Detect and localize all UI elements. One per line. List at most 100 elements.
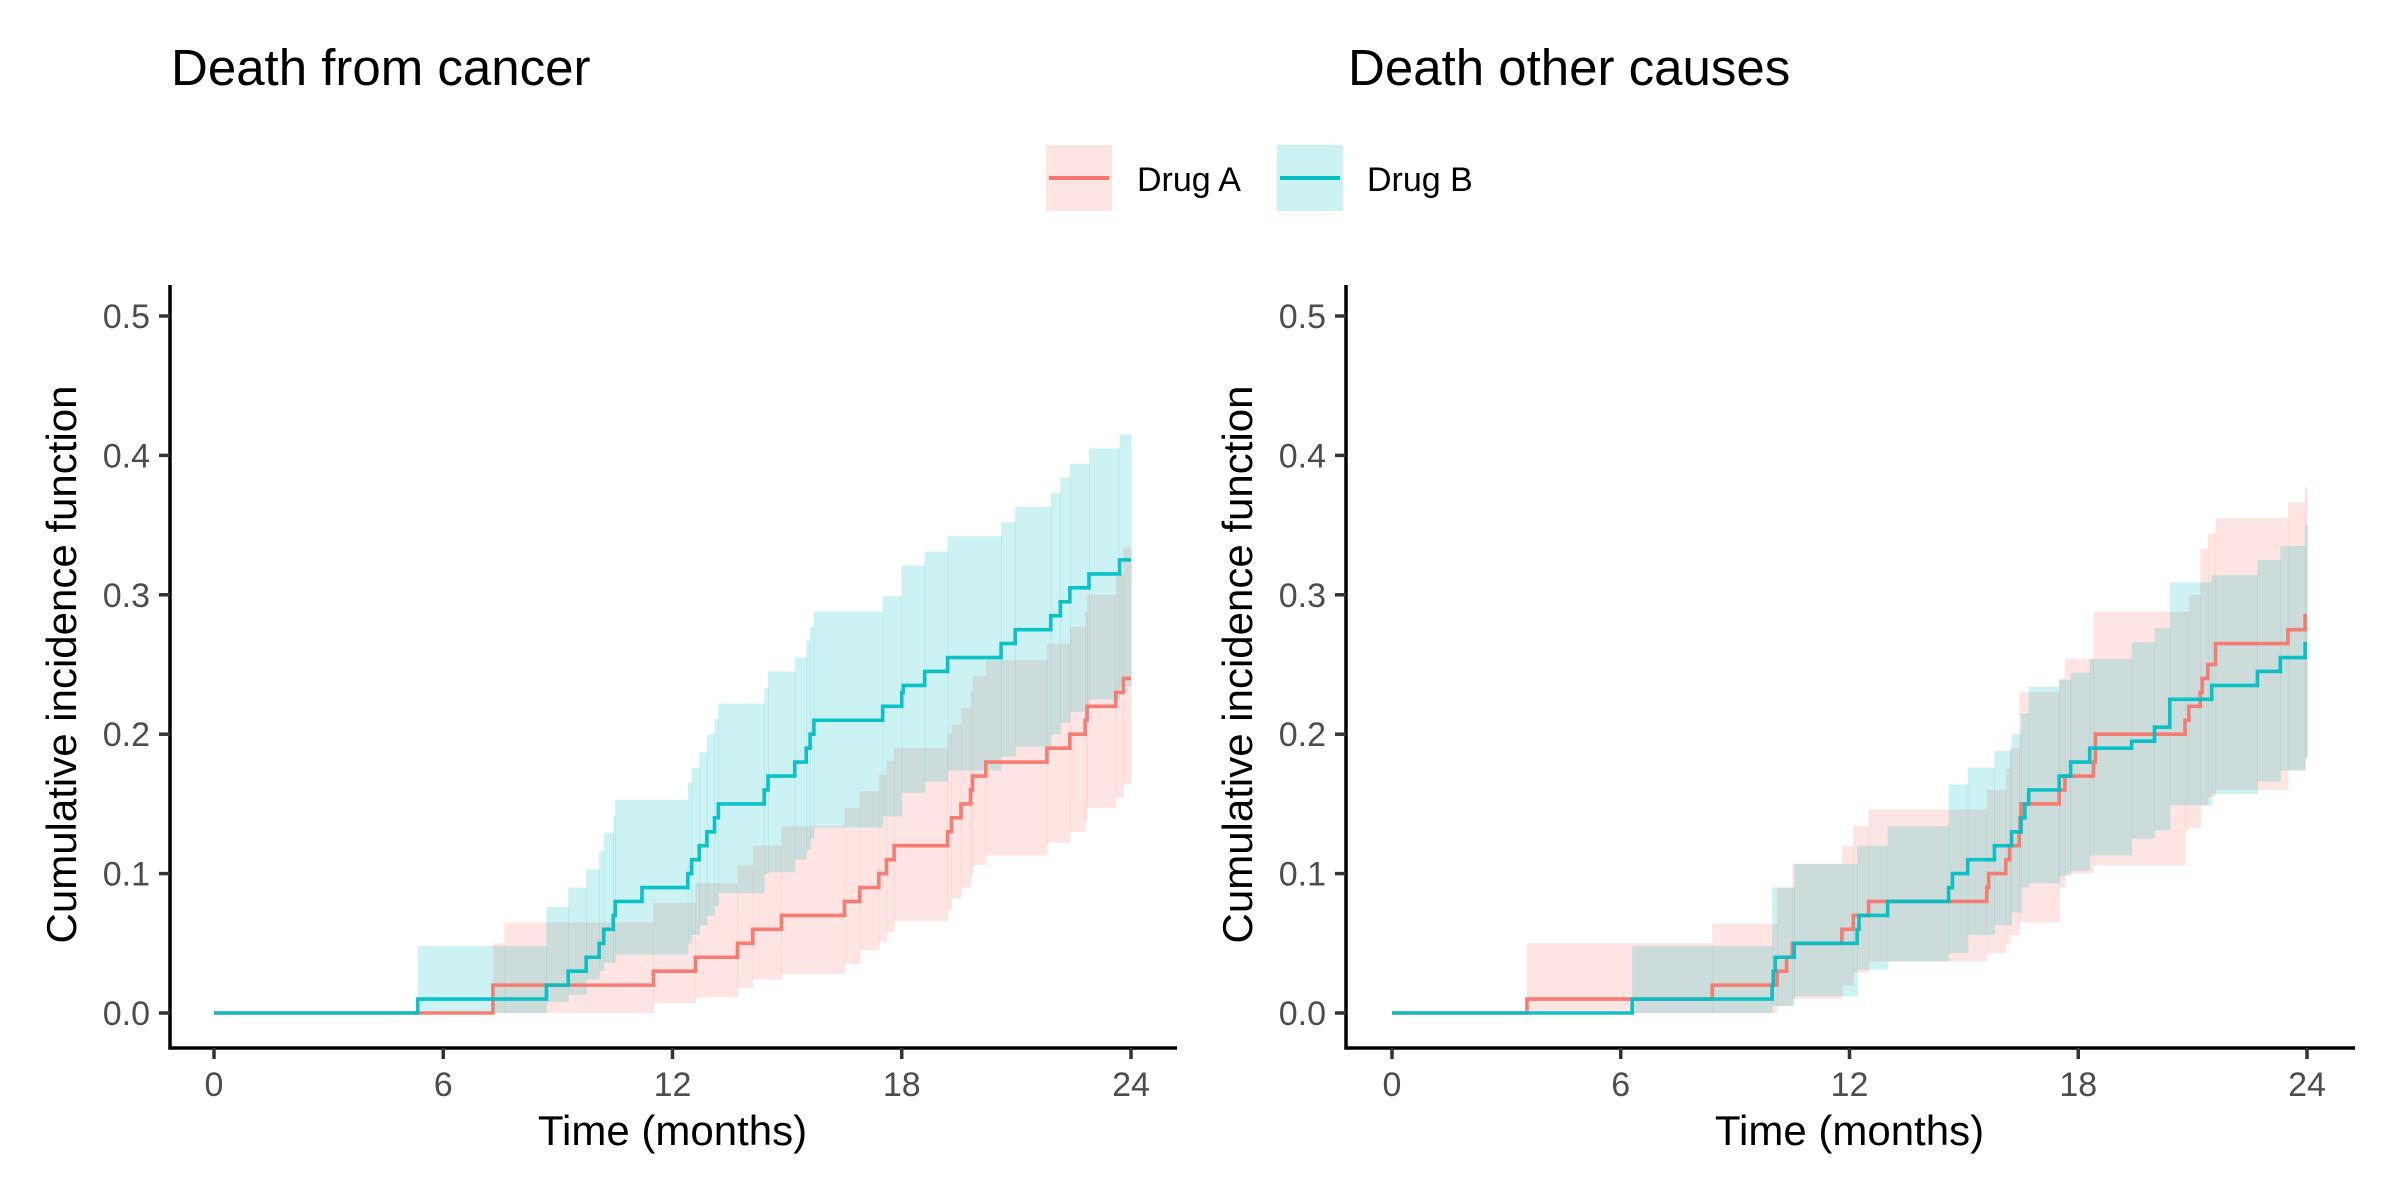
confidence-bands	[1526, 487, 2308, 1013]
x-tick-label: 18	[883, 1066, 921, 1104]
ci-segment	[737, 865, 754, 988]
ci-segment	[1777, 887, 1793, 1007]
ci-segment	[1526, 943, 1713, 1013]
ci-segment	[2287, 502, 2306, 771]
ci-segment	[546, 907, 569, 1002]
panel-death-from-cancer: 0.0 0.1 0.2 0.3 0.4 0.5 0 6 12 18 24 Time (months) C…	[38, 285, 1177, 1154]
x-tick-label: 24	[2288, 1066, 2326, 1104]
ci-segment	[1792, 863, 1843, 1000]
ci-segment	[1857, 845, 1889, 970]
ci-segment	[691, 767, 700, 935]
x-tick-label: 0	[205, 1066, 224, 1104]
step-line-drug-a	[214, 676, 1131, 1015]
confidence-bands	[417, 434, 1132, 1013]
y-tick-label: 0.0	[1279, 995, 1326, 1033]
ci-segment	[2021, 713, 2030, 888]
ci-segment	[1050, 493, 1061, 735]
legend-item-drug-b: Drug B	[1277, 145, 1473, 211]
ci-band-drug-a	[492, 547, 1132, 1013]
x-tick-label: 0	[1383, 1066, 1402, 1104]
ci-segment	[2093, 611, 2186, 866]
x-tick-label: 18	[2059, 1066, 2097, 1104]
y-tick-label: 0.5	[1279, 298, 1326, 336]
ci-segment	[972, 675, 987, 866]
ci-segment	[859, 791, 880, 951]
ci-segment	[2154, 628, 2171, 831]
ci-segment	[568, 887, 587, 995]
y-tick-label: 0.2	[1279, 716, 1326, 754]
ci-segment	[695, 883, 739, 998]
y-tick-label: 0.4	[1279, 437, 1326, 475]
panel-title-left: Death from cancer	[171, 39, 591, 96]
x-tick-label: 6	[434, 1066, 453, 1104]
ci-segment	[718, 703, 765, 894]
ci-segment	[613, 816, 616, 963]
ci-segment	[985, 660, 1048, 856]
ci-segment	[947, 536, 1002, 771]
ci-segment	[1046, 643, 1071, 843]
ci-segment	[2028, 686, 2060, 884]
ci-segment	[794, 657, 807, 860]
y-tick-label: 0.3	[103, 577, 150, 615]
ci-segment	[901, 565, 926, 793]
ci-segment	[1087, 594, 1117, 809]
y-tick-label: 0.5	[103, 298, 150, 336]
ci-segment	[951, 724, 962, 899]
ci-segment	[2215, 518, 2289, 790]
y-tick-label: 0.1	[1279, 856, 1326, 894]
ci-segment	[2070, 672, 2091, 871]
ci-segment	[653, 902, 697, 1004]
ci-segment	[1868, 809, 1988, 962]
ci-segment	[1967, 767, 1995, 935]
ci-segment	[1887, 826, 1950, 962]
panel-death-other-causes: 0.0 0.1 0.2 0.3 0.4 0.5 0 6 12 18 24 Time (months) C…	[1214, 285, 2355, 1154]
ci-segment	[2011, 734, 2022, 913]
ci-segment	[768, 671, 796, 873]
ci-segment	[1123, 547, 1132, 785]
legend-item-drug-a: Drug A	[1046, 145, 1241, 211]
panel-title-right: Death other causes	[1348, 39, 1790, 96]
y-tick-label: 0.1	[103, 856, 150, 894]
ci-segment	[417, 946, 548, 1013]
ci-band-drug-b	[1632, 525, 2308, 1013]
ci-segment	[844, 808, 861, 965]
x-axis-title: Time (months)	[1715, 1107, 1984, 1154]
ci-segment	[1069, 626, 1086, 832]
ci-segment	[1632, 946, 1773, 1013]
ci-segment	[1841, 845, 1854, 986]
ci-segment	[886, 760, 895, 933]
ci-segment	[1001, 522, 1016, 757]
ci-segment	[894, 748, 949, 921]
x-tick-label: 24	[1112, 1066, 1150, 1104]
legend: Drug A Drug B	[1046, 145, 1473, 211]
ci-segment	[492, 943, 505, 1013]
ci-segment	[603, 833, 614, 963]
ci-segment	[924, 551, 949, 782]
ci-segment	[599, 851, 605, 972]
y-axis-title: Cumulative incidence function	[38, 386, 85, 944]
ci-segment	[1115, 573, 1124, 797]
ci-segment	[2305, 525, 2308, 758]
ci-segment	[2009, 748, 2020, 935]
axis-lines	[168, 285, 1177, 1050]
x-axis-title: Time (months)	[538, 1107, 807, 1154]
ci-segment	[2169, 582, 2213, 806]
ci-segment	[699, 752, 708, 926]
ci-segment	[615, 799, 689, 955]
ci-segment	[752, 845, 782, 980]
step-line-drug-b	[214, 558, 1131, 1015]
axis-lines	[1344, 285, 2355, 1050]
ci-segment	[586, 869, 600, 980]
ci-segment	[1015, 506, 1052, 747]
ci-segment	[2188, 594, 2201, 828]
x-tick-label: 12	[654, 1066, 692, 1104]
ci-segment	[781, 826, 846, 974]
ci-segment	[1986, 789, 2007, 954]
legend-label-drug-a: Drug A	[1137, 161, 1241, 199]
y-tick-label: 0.4	[103, 437, 150, 475]
ci-segment	[1948, 784, 1969, 954]
y-tick-label: 0.0	[103, 995, 150, 1033]
x-tick-label: 6	[1611, 1066, 1630, 1104]
x-tick-label: 12	[1831, 1066, 1869, 1104]
